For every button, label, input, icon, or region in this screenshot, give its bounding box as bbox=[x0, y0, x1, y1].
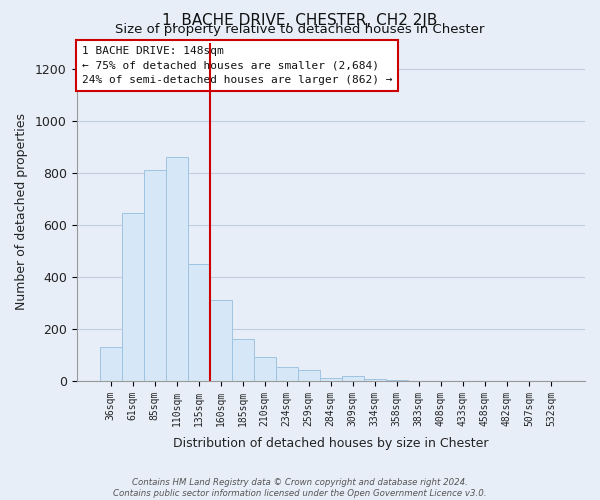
Bar bbox=[232, 340, 254, 381]
Text: Size of property relative to detached houses in Chester: Size of property relative to detached ho… bbox=[115, 24, 485, 36]
Bar bbox=[386, 380, 408, 381]
Bar bbox=[122, 213, 143, 381]
Text: 1, BACHE DRIVE, CHESTER, CH2 2JB: 1, BACHE DRIVE, CHESTER, CH2 2JB bbox=[163, 12, 437, 28]
Y-axis label: Number of detached properties: Number of detached properties bbox=[15, 113, 28, 310]
Bar bbox=[364, 379, 386, 381]
Text: 1 BACHE DRIVE: 148sqm
← 75% of detached houses are smaller (2,684)
24% of semi-d: 1 BACHE DRIVE: 148sqm ← 75% of detached … bbox=[82, 46, 392, 86]
Bar bbox=[254, 358, 276, 381]
X-axis label: Distribution of detached houses by size in Chester: Distribution of detached houses by size … bbox=[173, 437, 488, 450]
Bar bbox=[320, 378, 342, 381]
Bar bbox=[166, 157, 188, 381]
Bar bbox=[100, 347, 122, 381]
Bar bbox=[342, 376, 364, 381]
Text: Contains HM Land Registry data © Crown copyright and database right 2024.
Contai: Contains HM Land Registry data © Crown c… bbox=[113, 478, 487, 498]
Bar bbox=[188, 264, 210, 381]
Bar bbox=[276, 368, 298, 381]
Bar bbox=[143, 170, 166, 381]
Bar bbox=[210, 300, 232, 381]
Bar bbox=[298, 370, 320, 381]
